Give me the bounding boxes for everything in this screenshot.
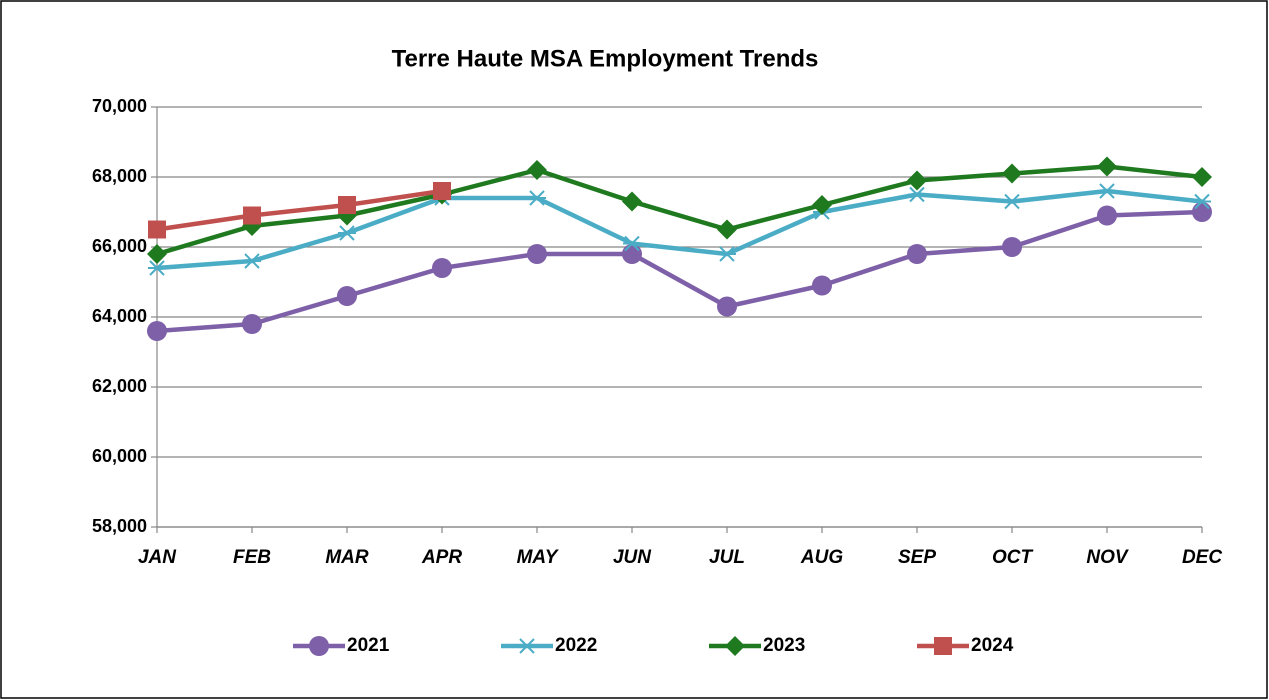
x-tick-label: FEB	[233, 547, 271, 568]
series-line	[156, 188, 1203, 271]
data-point	[148, 260, 166, 276]
data-point	[1097, 205, 1117, 226]
data-point	[1097, 156, 1117, 177]
x-tick-label: SEP	[898, 547, 936, 568]
data-point	[717, 296, 737, 317]
legend-label: 2023	[763, 635, 805, 656]
data-point	[1002, 237, 1022, 257]
series-line	[156, 209, 1203, 334]
data-point	[623, 235, 641, 252]
x-tick-label: DEC	[1182, 547, 1222, 568]
data-point	[1003, 193, 1021, 210]
y-tick-label: 68,000	[92, 166, 147, 186]
data-point	[527, 160, 547, 180]
data-point	[148, 220, 166, 239]
y-tick-label: 64,000	[92, 306, 147, 326]
x-tick-label: JUN	[613, 547, 652, 568]
legend-label: 2022	[555, 635, 597, 656]
data-point	[622, 191, 642, 212]
data-point	[908, 186, 926, 203]
legend-marker	[934, 637, 952, 655]
data-point	[243, 206, 261, 225]
x-tick-label: MAY	[517, 547, 560, 568]
y-tick-label: 58,000	[92, 516, 147, 536]
y-tick-label: 62,000	[92, 376, 147, 396]
y-tick-label: 70,000	[92, 96, 147, 116]
x-tick-label: MAR	[325, 547, 369, 568]
data-point	[527, 244, 547, 264]
data-point	[907, 170, 927, 191]
data-point	[528, 190, 546, 206]
x-tick-label: NOV	[1086, 547, 1129, 568]
data-point	[433, 182, 451, 200]
data-point	[1193, 193, 1211, 210]
data-point	[717, 219, 737, 240]
series-line	[156, 164, 1203, 257]
data-point	[622, 244, 642, 264]
data-point	[1098, 183, 1116, 199]
data-point	[1192, 202, 1212, 222]
y-tick-label: 66,000	[92, 236, 147, 256]
legend-marker	[309, 636, 329, 656]
legend-label: 2024	[971, 635, 1014, 656]
legend-label: 2021	[347, 635, 390, 656]
data-point	[812, 195, 832, 215]
data-point	[1002, 163, 1022, 184]
data-point	[243, 253, 261, 269]
x-tick-label: AUG	[800, 547, 843, 568]
data-point	[147, 244, 167, 264]
data-point	[338, 225, 356, 241]
x-tick-label: JAN	[138, 547, 177, 568]
data-point	[718, 246, 736, 262]
data-point	[1192, 167, 1212, 187]
y-tick-label: 60,000	[92, 446, 147, 466]
data-point	[337, 286, 357, 306]
chart-title: Terre Haute MSA Employment Trends	[392, 45, 819, 72]
legend-marker	[518, 638, 536, 654]
x-tick-label: JUL	[709, 547, 745, 568]
x-tick-label: OCT	[992, 547, 1034, 568]
series-line	[156, 188, 443, 232]
data-point	[907, 244, 927, 264]
data-point	[812, 275, 832, 296]
x-tick-label: APR	[421, 547, 462, 568]
data-point	[242, 314, 262, 334]
data-point	[338, 196, 356, 214]
legend-marker	[725, 636, 745, 656]
data-point	[432, 258, 452, 278]
data-point	[147, 321, 167, 341]
